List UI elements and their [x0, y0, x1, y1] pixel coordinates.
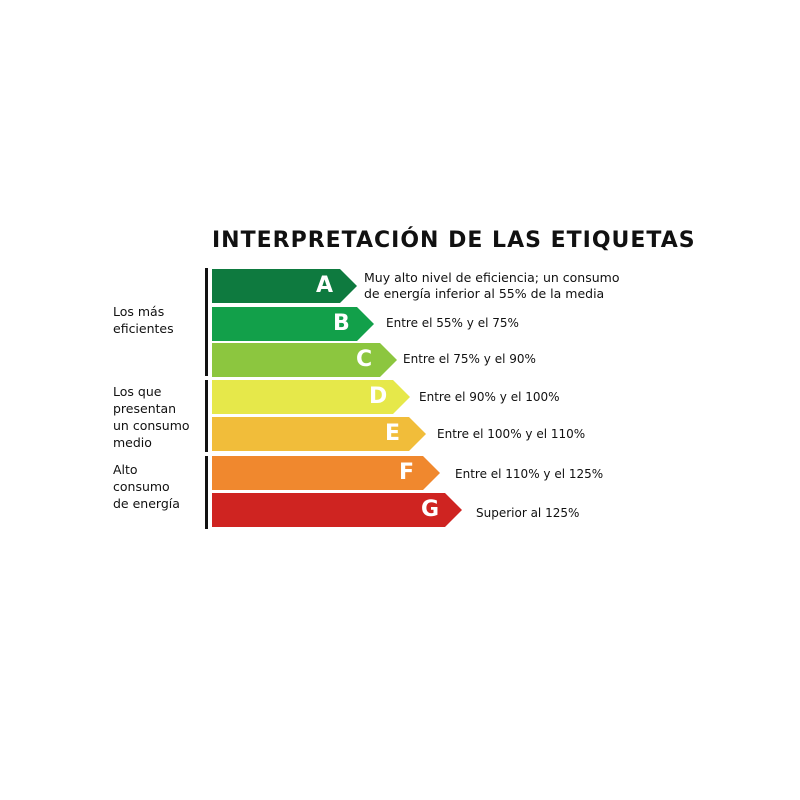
- band-letter: G: [421, 497, 440, 522]
- band-e: E: [212, 417, 426, 451]
- band-a-description-line2: de energía inferior al 55% de la media: [364, 286, 605, 301]
- group-label-high-consumption: Alto consumo de energía: [113, 461, 180, 512]
- group-label-medium-consumption: Los que presentan un consumo medio: [113, 383, 190, 451]
- band-f: F: [212, 456, 440, 490]
- group-label-line: Los que presentan un consumo medio: [113, 383, 190, 451]
- band-b-description: Entre el 55% y el 75%: [386, 316, 519, 330]
- group-label-text: consumo: [113, 479, 170, 494]
- band-a: A: [212, 269, 357, 303]
- group-label-text: medio: [113, 435, 152, 450]
- group-divider-2: [205, 380, 208, 452]
- band-c-description: Entre el 75% y el 90%: [403, 352, 536, 366]
- band-letter: B: [333, 311, 350, 336]
- band-letter: E: [385, 421, 401, 446]
- group-label-text: Los que: [113, 384, 162, 399]
- band-f-description: Entre el 110% y el 125%: [455, 467, 604, 481]
- band-c: C: [212, 343, 397, 377]
- band-arrow-shape: [212, 269, 357, 303]
- band-arrow-shape: [212, 417, 426, 451]
- group-divider-3: [205, 456, 208, 529]
- band-arrow: [212, 493, 462, 527]
- band-g-description: Superior al 125%: [476, 506, 580, 520]
- group-label-text: un consumo: [113, 418, 190, 433]
- band-a-description: Muy alto nivel de eficiencia; un consumo…: [364, 270, 620, 302]
- band-b: B: [212, 307, 374, 341]
- band-arrow-shape: [212, 307, 374, 341]
- band-arrow: [212, 343, 397, 377]
- band-arrow: [212, 307, 374, 341]
- band-arrow-shape: [212, 380, 410, 414]
- band-letter: F: [399, 460, 415, 485]
- band-a-description-line1: Muy alto nivel de eficiencia; un consumo: [364, 270, 620, 285]
- band-arrow: [212, 269, 357, 303]
- band-letter: A: [316, 273, 334, 298]
- group-divider-1: [205, 268, 208, 376]
- band-d-description: Entre el 90% y el 100%: [419, 390, 560, 404]
- page-title: INTERPRETACIÓN DE LAS ETIQUETAS: [212, 228, 696, 253]
- group-label-text: Alto: [113, 462, 138, 477]
- band-arrow: [212, 380, 410, 414]
- band-arrow-shape: [212, 343, 397, 377]
- group-label-line: Los más eficientes: [113, 303, 174, 337]
- band-letter: C: [356, 347, 373, 372]
- band-e-description: Entre el 100% y el 110%: [437, 427, 586, 441]
- group-label-line: Alto consumo de energía: [113, 461, 180, 512]
- group-label-most-efficient: Los más eficientes: [113, 303, 174, 337]
- group-label-text: Los más: [113, 304, 165, 319]
- band-arrow: [212, 417, 426, 451]
- band-d: D: [212, 380, 410, 414]
- group-label-text: presentan: [113, 401, 177, 416]
- band-arrow-shape: [212, 493, 462, 527]
- band-letter: D: [369, 384, 388, 409]
- group-label-text: de energía: [113, 496, 180, 511]
- band-arrow-shape: [212, 456, 440, 490]
- band-arrow: [212, 456, 440, 490]
- group-label-text: eficientes: [113, 321, 174, 336]
- band-g: G: [212, 493, 462, 527]
